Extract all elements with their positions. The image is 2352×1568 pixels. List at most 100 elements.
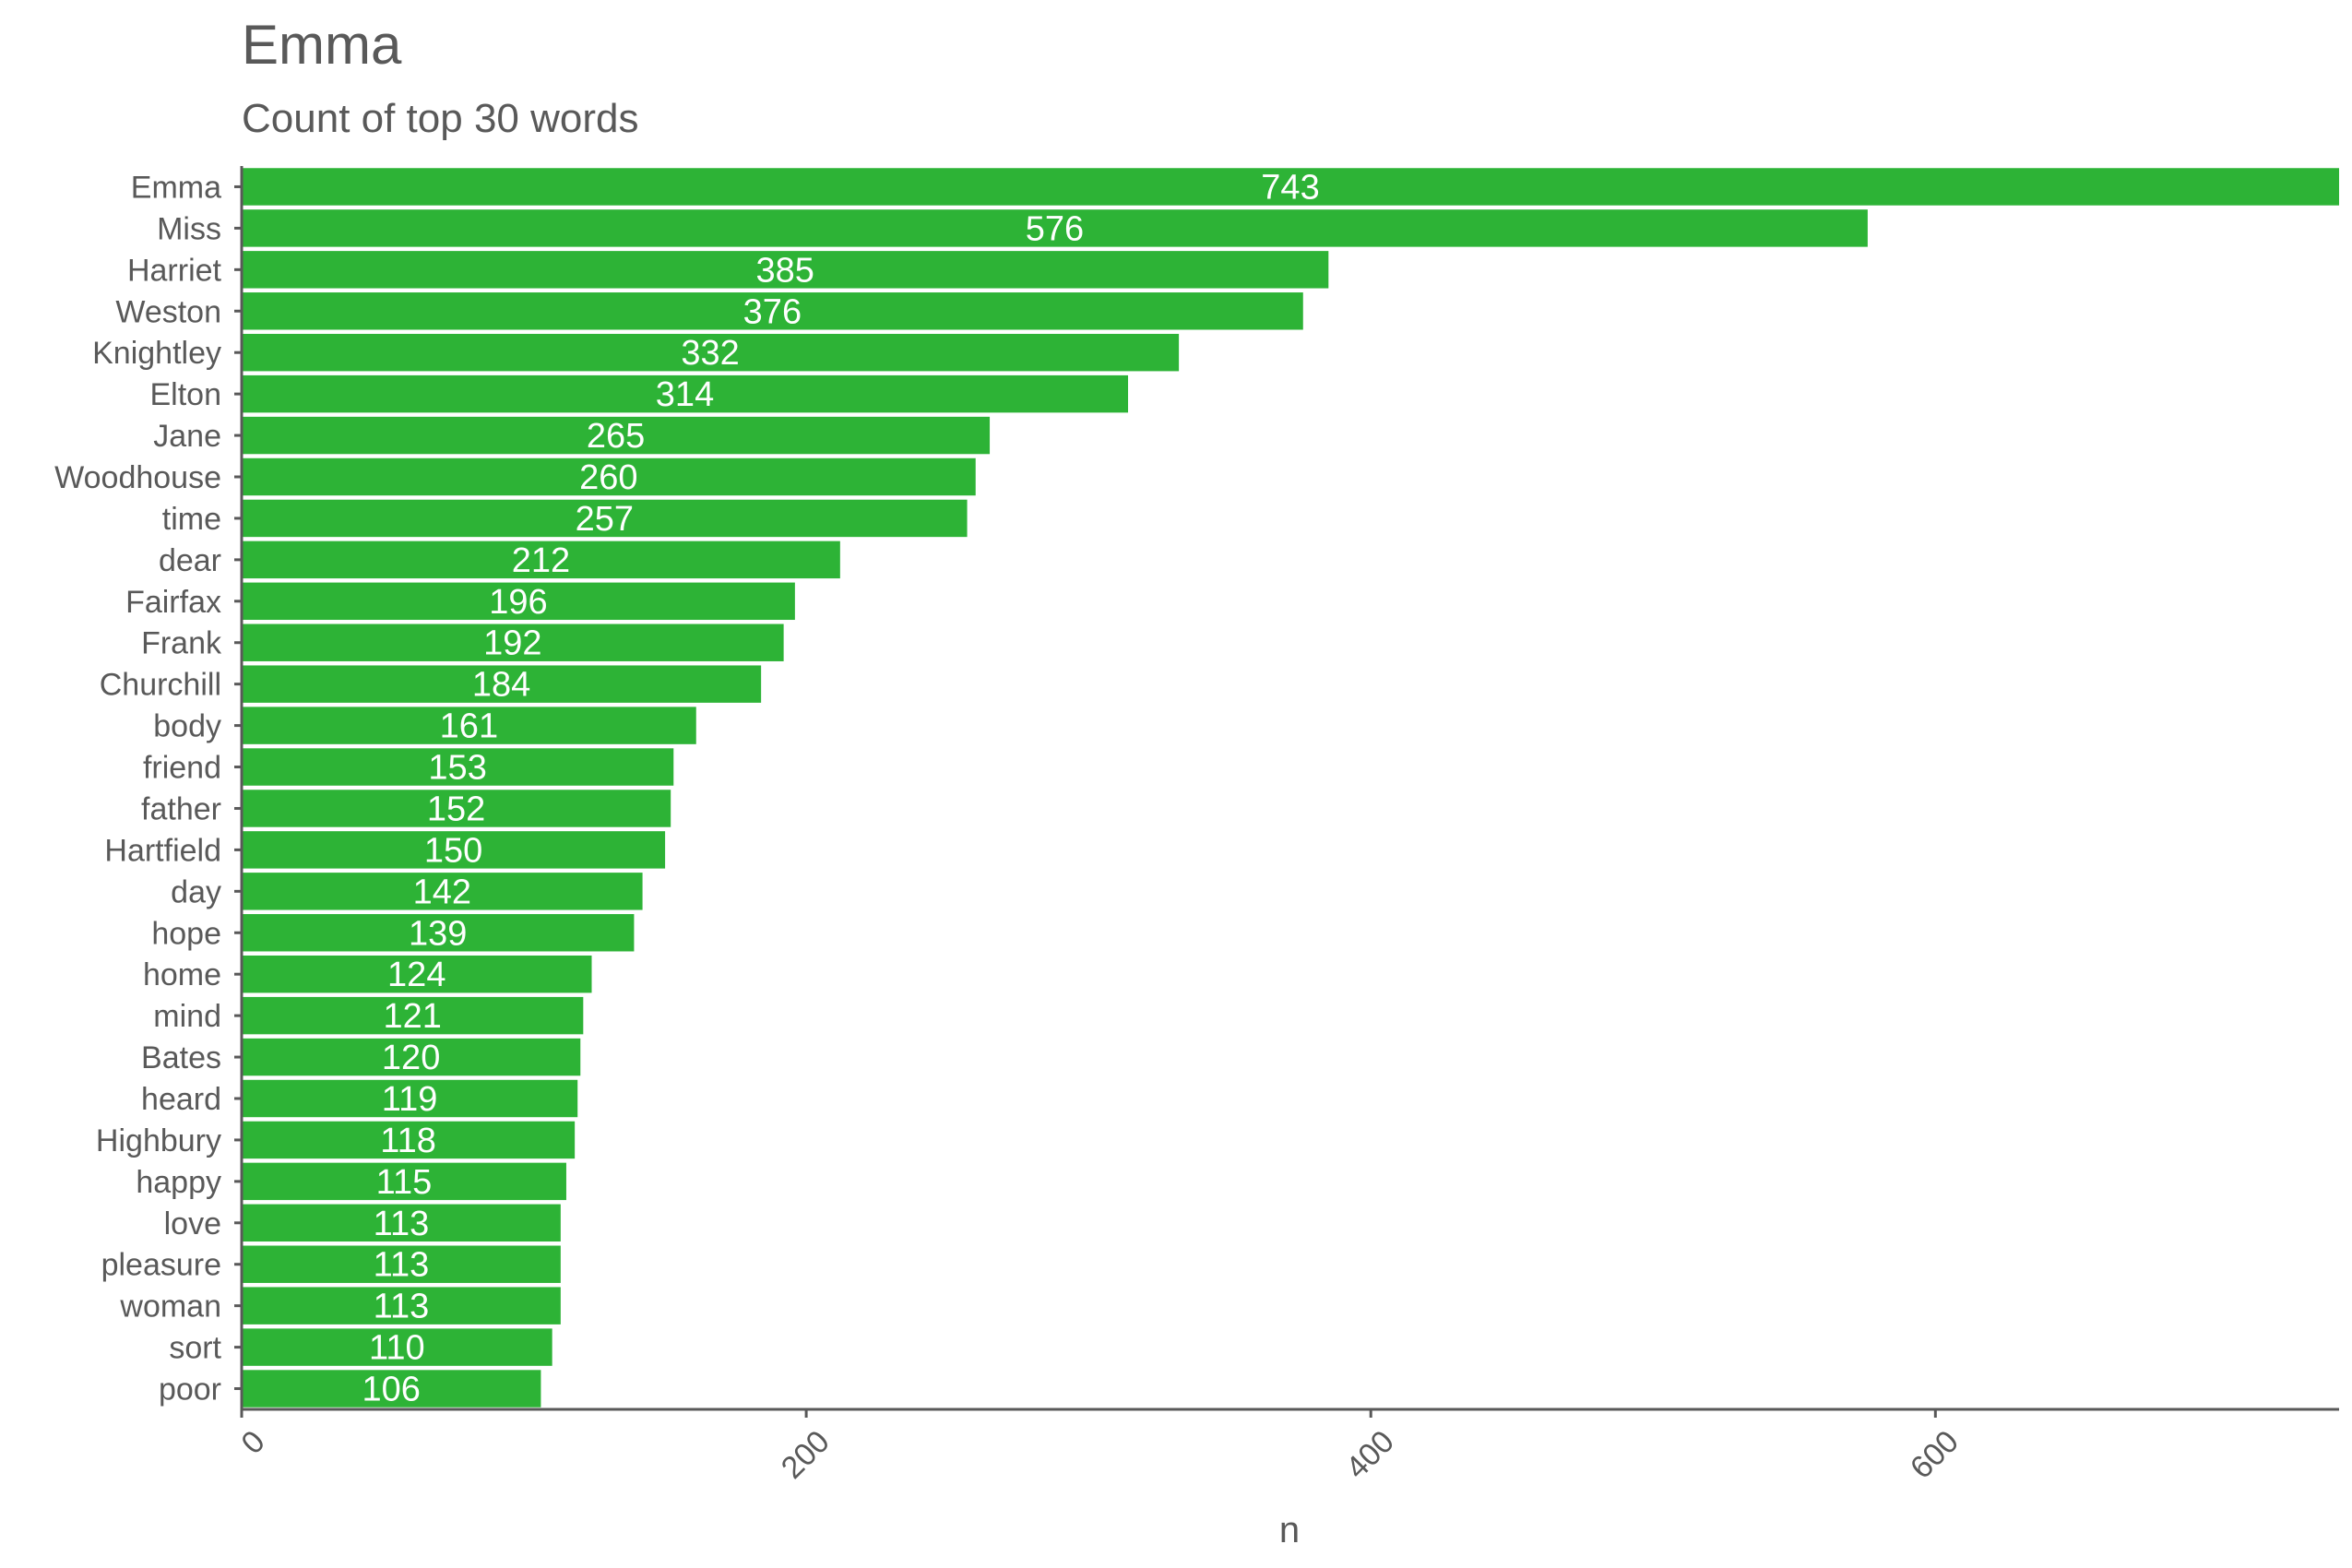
bar-value-label: 196 — [489, 583, 547, 622]
y-tick-label: body — [153, 709, 221, 744]
y-tick-label: day — [171, 874, 221, 909]
y-tick-label: Bates — [141, 1040, 221, 1075]
bar-value-label: 113 — [374, 1205, 430, 1243]
y-tick-label: friend — [143, 751, 221, 786]
bar-knightley — [242, 333, 1180, 372]
bar-value-label: 184 — [472, 666, 530, 705]
x-tick-label: 0 — [234, 1424, 271, 1461]
bar-value-label: 743 — [1261, 168, 1319, 207]
bar-value-label: 139 — [409, 914, 467, 953]
y-tick-label: Elton — [150, 377, 222, 412]
bar-pleasure — [242, 1245, 561, 1283]
bar-dear — [242, 540, 840, 579]
bar-bates — [242, 1038, 581, 1076]
y-tick-label: Emma — [131, 170, 221, 205]
x-tick-label: 600 — [1904, 1424, 1966, 1486]
y-tick-label: sort — [169, 1331, 221, 1366]
bar-value-label: 113 — [374, 1288, 430, 1326]
bar-value-label: 257 — [576, 500, 634, 539]
bar-value-label: 113 — [374, 1246, 430, 1285]
bar-value-label: 153 — [428, 749, 486, 788]
x-tick-label: 400 — [1339, 1424, 1401, 1486]
x-tick-label: 200 — [775, 1424, 837, 1486]
x-axis: 0 200 400 600 — [234, 1408, 2339, 1486]
bar-woman — [242, 1287, 561, 1324]
bar-heard — [242, 1079, 578, 1118]
chart-subtitle: Count of top 30 words — [242, 96, 639, 141]
bar-value-label: 150 — [424, 831, 482, 870]
bar-value-label: 124 — [387, 956, 445, 994]
bar-love — [242, 1204, 561, 1242]
y-tick-label: hope — [151, 916, 221, 951]
bar-jane — [242, 416, 991, 455]
bar-churchill — [242, 665, 762, 703]
bar-father — [242, 790, 671, 827]
bar-fairfax — [242, 582, 795, 621]
y-tick-label: home — [143, 957, 221, 992]
bar-value-label: 212 — [512, 541, 570, 580]
bar-value-label: 120 — [382, 1039, 440, 1077]
bar-hartfield — [242, 831, 666, 869]
y-tick-label: Fairfax — [125, 585, 221, 620]
bar-miss — [242, 209, 1868, 247]
bar-time — [242, 499, 968, 538]
bar-value-label: 260 — [579, 458, 637, 497]
bar-sort — [242, 1328, 552, 1366]
y-tick-label: Jane — [153, 419, 221, 454]
bar-value-label: 314 — [656, 375, 714, 414]
y-tick-label: Miss — [157, 211, 221, 246]
bar-home — [242, 955, 592, 993]
bar-harriet — [242, 251, 1329, 289]
bar-value-label: 161 — [440, 707, 498, 746]
bar-body — [242, 707, 696, 744]
y-tick-label: love — [164, 1206, 221, 1241]
y-tick-label: Weston — [115, 294, 221, 329]
bar-mind — [242, 996, 584, 1035]
bar-value-label: 121 — [383, 997, 441, 1036]
bar-value-labels: 7435763853763323142652602572121961921841… — [362, 168, 1320, 1408]
y-tick-label: Knightley — [92, 336, 221, 371]
y-tick-label: happy — [136, 1165, 221, 1200]
bar-frank — [242, 624, 784, 661]
bar-value-label: 110 — [369, 1329, 425, 1368]
bar-value-label: 119 — [382, 1080, 438, 1119]
bar-value-label: 118 — [380, 1122, 436, 1160]
bar-value-label: 152 — [427, 790, 485, 828]
bar-value-label: 385 — [755, 251, 814, 290]
y-tick-label: mind — [153, 999, 221, 1034]
bar-value-label: 192 — [483, 624, 541, 663]
bar-weston — [242, 292, 1303, 330]
y-tick-label: Hartfield — [104, 833, 221, 868]
bar-day — [242, 873, 643, 910]
bar-value-label: 115 — [376, 1163, 433, 1202]
x-axis-title: n — [1279, 1510, 1300, 1550]
bar-highbury — [242, 1121, 576, 1159]
bars — [242, 168, 2339, 1408]
y-tick-label: Harriet — [127, 253, 222, 288]
y-tick-label: Highbury — [96, 1123, 221, 1158]
bar-value-label: 376 — [743, 292, 802, 331]
y-axis: Emma Miss Harriet Weston Knightley Elton Jane W… — [54, 166, 244, 1409]
y-tick-label: Frank — [141, 626, 222, 661]
y-tick-label: pleasure — [101, 1248, 221, 1283]
bar-value-label: 576 — [1026, 209, 1084, 248]
chart-title: Emma — [242, 14, 402, 76]
y-tick-label: time — [162, 502, 221, 537]
bar-emma — [242, 168, 2339, 206]
bar-elton — [242, 374, 1129, 413]
y-tick-label: dear — [159, 543, 221, 578]
bar-hope — [242, 914, 635, 952]
y-tick-label: Woodhouse — [54, 460, 221, 495]
y-tick-label: father — [141, 791, 221, 826]
bar-poor — [242, 1370, 541, 1408]
y-tick-label: Churchill — [100, 668, 221, 703]
y-tick-label: woman — [119, 1289, 221, 1324]
bar-value-label: 332 — [681, 334, 739, 373]
bar-happy — [242, 1162, 566, 1201]
bar-friend — [242, 748, 674, 786]
bar-value-label: 265 — [587, 417, 645, 456]
bar-woodhouse — [242, 457, 976, 496]
y-tick-label: heard — [141, 1082, 221, 1117]
bar-value-label: 106 — [362, 1371, 421, 1409]
